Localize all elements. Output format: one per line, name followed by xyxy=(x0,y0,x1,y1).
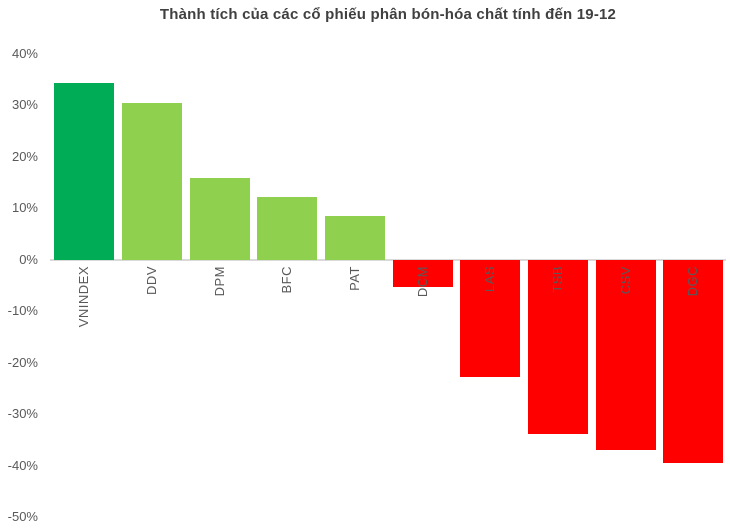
y-tick-label: -50% xyxy=(7,509,38,524)
bar-csv xyxy=(595,259,656,451)
bar-tsb xyxy=(527,259,588,435)
bar-vnindex xyxy=(54,82,115,260)
bar-bfc xyxy=(257,197,318,260)
bar-pat xyxy=(324,215,385,260)
chart-title: Thành tích của các cổ phiếu phân bón-hóa… xyxy=(159,6,617,23)
bar-label-dgc: DGC xyxy=(685,265,701,297)
y-tick-label: 40% xyxy=(11,46,38,61)
y-tick-label: -40% xyxy=(7,457,38,473)
x-axis-line xyxy=(50,258,726,261)
y-tick-label: 20% xyxy=(11,148,38,164)
y-tick-label: 30% xyxy=(11,97,38,113)
y-tick-label: 10% xyxy=(11,200,38,216)
y-tick-label: -10% xyxy=(7,303,38,319)
bar-label-vnindex: VNINDEX xyxy=(76,265,92,328)
bar-dpm xyxy=(189,177,250,260)
bar-las xyxy=(460,259,521,377)
bar-label-csv: CSV xyxy=(617,265,633,294)
bar-label-dcm: DCM xyxy=(414,265,430,297)
bar-label-las: LAS xyxy=(482,265,498,292)
bar-dcm xyxy=(392,259,453,287)
bar-label-tsb: TSB xyxy=(549,265,565,293)
bar-ddv xyxy=(121,103,182,260)
y-tick-label: 0% xyxy=(19,251,38,267)
bar-label-ddv: DDV xyxy=(143,265,159,295)
y-tick-label: -30% xyxy=(7,406,38,422)
bar-label-bfc: BFC xyxy=(279,265,295,294)
bar-label-pat: PAT xyxy=(346,265,362,291)
bar-dgc xyxy=(663,259,724,463)
bar-label-dpm: DPM xyxy=(211,265,227,297)
y-tick-label: -20% xyxy=(7,354,38,370)
